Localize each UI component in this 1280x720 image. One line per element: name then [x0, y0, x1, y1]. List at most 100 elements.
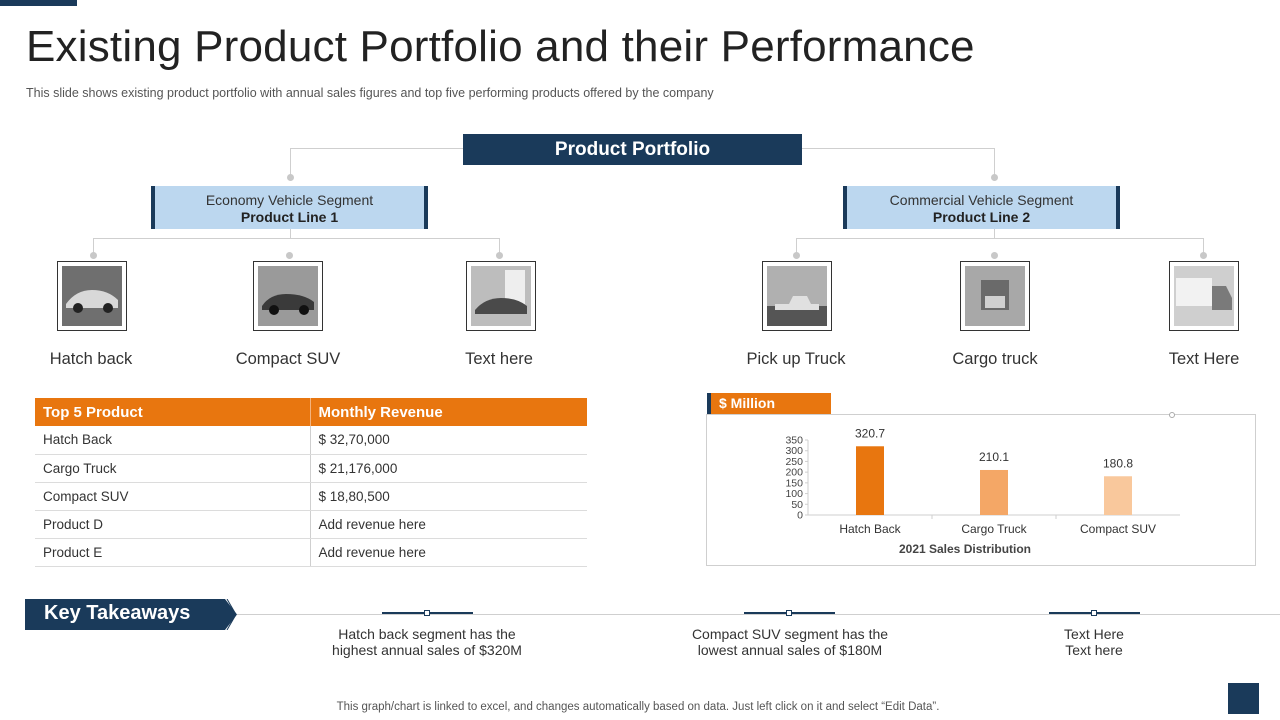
- takeaway-line: Compact SUV segment has the: [691, 626, 889, 642]
- takeaway-item: Text Here Text here: [964, 626, 1224, 658]
- connector-line: [994, 229, 995, 239]
- connector-dot: [496, 252, 503, 259]
- product-label: Hatch back: [49, 350, 133, 368]
- product-label: Text Here: [1168, 350, 1240, 368]
- connector-line: [1203, 238, 1204, 254]
- connector-dot: [991, 174, 998, 181]
- connector-line: [290, 229, 291, 239]
- connector-dot: [991, 252, 998, 259]
- compact-suv-image: [253, 261, 323, 331]
- y-tick-label: 150: [785, 477, 803, 489]
- connector-line: [994, 148, 995, 176]
- chart-frame[interactable]: [706, 412, 1256, 566]
- table-row: Hatch Back $ 32,70,000: [35, 426, 587, 455]
- product-label: Cargo truck: [952, 350, 1038, 368]
- bar: [980, 469, 1008, 515]
- connector-dot: [287, 174, 294, 181]
- table-cell: Add revenue here: [309, 510, 587, 539]
- data-label: 180.8: [1103, 456, 1133, 470]
- bar: [1104, 476, 1132, 515]
- connector-dot: [793, 252, 800, 259]
- key-takeaways-heading: Key Takeaways: [44, 602, 191, 624]
- connector-dot: [1200, 252, 1207, 259]
- x-axis-label: 2021 Sales Distribution: [899, 542, 1031, 556]
- takeaway-line: lowest annual sales of $180M: [697, 642, 883, 658]
- x-tick-label: Compact SUV: [1080, 522, 1156, 536]
- takeaway-line: Text here: [1065, 642, 1123, 658]
- takeaway-line: Text Here: [1064, 626, 1124, 642]
- table-cell: Compact SUV: [35, 482, 310, 511]
- sedan-car-image: [466, 261, 536, 331]
- table-cell: Add revenue here: [309, 538, 587, 567]
- x-tick-label: Cargo Truck: [961, 522, 1027, 536]
- takeaway-line: Hatch back segment has the: [338, 626, 516, 642]
- footer-note: This graph/chart is linked to excel, and…: [336, 701, 940, 713]
- y-tick-label: 0: [797, 510, 803, 522]
- cargo-truck-image: [960, 261, 1030, 331]
- top5-product-table[interactable]: Top 5 Product Monthly Revenue Hatch Back…: [35, 398, 587, 567]
- connector-dot: [90, 252, 97, 259]
- takeaway-line: highest annual sales of $320M: [332, 642, 522, 658]
- segment-name: Commercial Vehicle Segment: [889, 192, 1074, 208]
- product-portfolio-box[interactable]: Product Portfolio: [463, 134, 802, 165]
- segment-product-line: Product Line 1: [240, 209, 339, 225]
- connector-line: [499, 238, 500, 254]
- bar: [856, 446, 884, 515]
- y-tick-label: 300: [785, 445, 803, 457]
- economy-segment-box[interactable]: Economy Vehicle Segment Product Line 1: [151, 186, 428, 229]
- product-label: Text here: [465, 350, 533, 368]
- page-subtitle: This slide shows existing product portfo…: [26, 86, 714, 100]
- connector-line: [796, 238, 797, 254]
- takeaway-marker: [382, 610, 473, 616]
- y-tick-label: 200: [785, 467, 803, 479]
- table-row: Compact SUV $ 18,80,500: [35, 482, 587, 511]
- connector-line: [290, 148, 291, 176]
- commercial-segment-box[interactable]: Commercial Vehicle Segment Product Line …: [843, 186, 1120, 229]
- column-header: Monthly Revenue: [309, 398, 587, 426]
- y-tick-label: 350: [785, 435, 803, 447]
- table-row: Product D Add revenue here: [35, 510, 587, 539]
- connector-line: [796, 238, 1204, 239]
- table-cell: $ 18,80,500: [309, 482, 587, 511]
- takeaway-marker: [1049, 610, 1140, 616]
- takeaway-item: Compact SUV segment has the lowest annua…: [660, 626, 920, 658]
- y-tick-label: 250: [785, 456, 803, 468]
- table-cell: Cargo Truck: [35, 454, 310, 483]
- top-accent-bar: [0, 0, 77, 6]
- page-title: Existing Product Portfolio and their Per…: [26, 22, 975, 71]
- corner-decoration: [1228, 683, 1259, 714]
- table-cell: Product E: [35, 538, 310, 567]
- table-row: Product E Add revenue here: [35, 538, 587, 567]
- table-row: Cargo Truck $ 21,176,000: [35, 454, 587, 483]
- data-label: 320.7: [855, 426, 885, 440]
- data-label: 210.1: [979, 450, 1009, 464]
- takeaway-divider: [237, 614, 1280, 615]
- pickup-truck-image: [762, 261, 832, 331]
- connector-line: [290, 148, 463, 149]
- table-cell: $ 21,176,000: [309, 454, 587, 483]
- segment-product-line: Product Line 2: [932, 209, 1031, 225]
- semi-truck-image: [1169, 261, 1239, 331]
- connector-dot: [286, 252, 293, 259]
- table-cell: $ 32,70,000: [309, 426, 587, 455]
- column-header: Top 5 Product: [35, 398, 310, 426]
- chart-title-tag: $ Million: [707, 393, 831, 414]
- product-label: Pick up Truck: [746, 350, 846, 368]
- hatchback-car-image: [57, 261, 127, 331]
- table-cell: Product D: [35, 510, 310, 539]
- takeaway-marker: [744, 610, 835, 616]
- segment-name: Economy Vehicle Segment: [205, 192, 374, 208]
- takeaway-item: Hatch back segment has the highest annua…: [297, 626, 557, 658]
- connector-line: [93, 238, 500, 239]
- connector-line: [93, 238, 94, 254]
- table-header-row: Top 5 Product Monthly Revenue: [35, 398, 587, 426]
- x-tick-label: Hatch Back: [839, 522, 901, 536]
- table-cell: Hatch Back: [35, 426, 310, 455]
- y-tick-label: 50: [791, 499, 803, 511]
- key-takeaways-banner: [25, 599, 237, 630]
- connector-line: [802, 148, 994, 149]
- y-tick-label: 100: [785, 488, 803, 500]
- product-label: Compact SUV: [235, 350, 341, 368]
- chart-resize-handle[interactable]: [1169, 412, 1175, 418]
